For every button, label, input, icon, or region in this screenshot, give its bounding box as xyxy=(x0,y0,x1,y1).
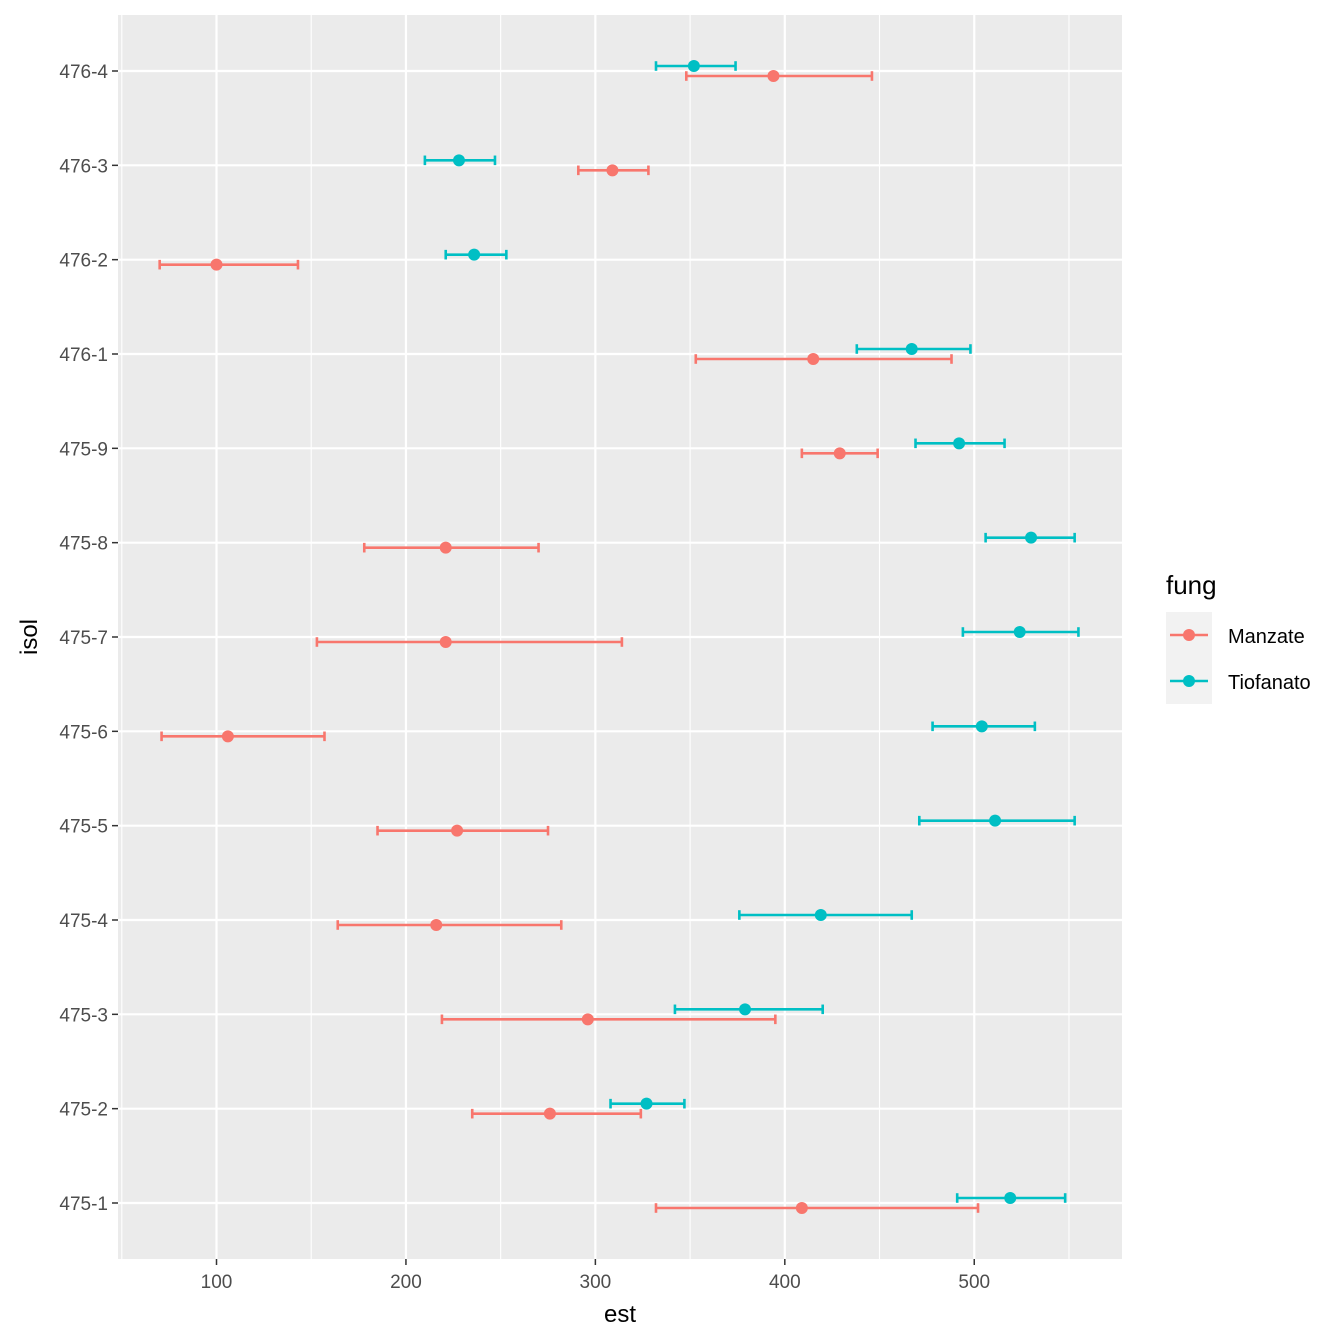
data-point xyxy=(989,814,1002,827)
data-point xyxy=(767,70,780,82)
x-tick-label: 400 xyxy=(769,1272,801,1293)
legend: fung Manzate Tiofanato xyxy=(1166,570,1311,704)
series-tiofanato xyxy=(423,60,1080,1204)
grid xyxy=(118,15,1122,1259)
y-tick-label: 475-4 xyxy=(59,911,108,932)
y-tick-label: 476-1 xyxy=(59,345,108,366)
y-tick-label: 475-9 xyxy=(59,439,108,460)
data-point xyxy=(905,343,918,355)
y-axis: 475-1 475-2 475-3 475-4 475-5 475-6 475-7 475-8… xyxy=(59,62,118,1215)
x-axis-title: est xyxy=(604,1301,636,1328)
data-point xyxy=(1025,531,1038,544)
data-point xyxy=(452,154,465,167)
data-point xyxy=(687,60,700,72)
data-point xyxy=(953,437,966,450)
series-manzate xyxy=(158,70,980,1214)
data-point xyxy=(739,1003,752,1016)
data-point xyxy=(1013,626,1026,638)
data-point xyxy=(581,1013,594,1026)
data-point xyxy=(1004,1192,1017,1204)
y-tick-label: 475-7 xyxy=(59,628,108,649)
x-tick-label: 200 xyxy=(390,1272,422,1293)
y-tick-label: 476-3 xyxy=(59,156,108,177)
data-point xyxy=(221,730,234,743)
legend-key-point xyxy=(1183,629,1195,641)
data-point xyxy=(210,258,223,271)
data-point xyxy=(833,447,846,460)
data-point xyxy=(439,541,452,554)
data-point xyxy=(439,636,452,648)
marks xyxy=(158,60,1080,1214)
data-point xyxy=(451,824,464,837)
x-axis: 100 200 300 400 500 xyxy=(201,1259,990,1293)
y-tick-label: 475-6 xyxy=(59,722,108,743)
x-tick-label: 500 xyxy=(958,1272,990,1293)
y-axis-title: isol xyxy=(16,619,43,655)
y-tick-label: 475-2 xyxy=(59,1100,108,1121)
data-point xyxy=(807,353,820,365)
x-tick-label: 100 xyxy=(201,1272,233,1293)
data-point xyxy=(430,919,443,931)
data-point xyxy=(543,1107,556,1120)
legend-key-point xyxy=(1183,675,1195,687)
y-tick-label: 475-3 xyxy=(59,1005,108,1026)
legend-label: Tiofanato xyxy=(1228,672,1311,694)
data-point xyxy=(606,164,619,177)
y-tick-label: 476-2 xyxy=(59,251,108,272)
y-tick-label: 475-5 xyxy=(59,817,108,838)
y-tick-label: 475-1 xyxy=(59,1194,108,1215)
y-tick-label: 475-8 xyxy=(59,534,108,555)
data-point xyxy=(814,909,827,921)
legend-title: fung xyxy=(1166,570,1217,600)
x-tick-label: 300 xyxy=(580,1272,612,1293)
data-point xyxy=(468,248,481,261)
y-tick-label: 476-4 xyxy=(59,62,108,83)
data-point xyxy=(975,720,988,733)
data-point xyxy=(795,1202,808,1214)
legend-label: Manzate xyxy=(1228,626,1305,648)
data-point xyxy=(640,1097,653,1110)
